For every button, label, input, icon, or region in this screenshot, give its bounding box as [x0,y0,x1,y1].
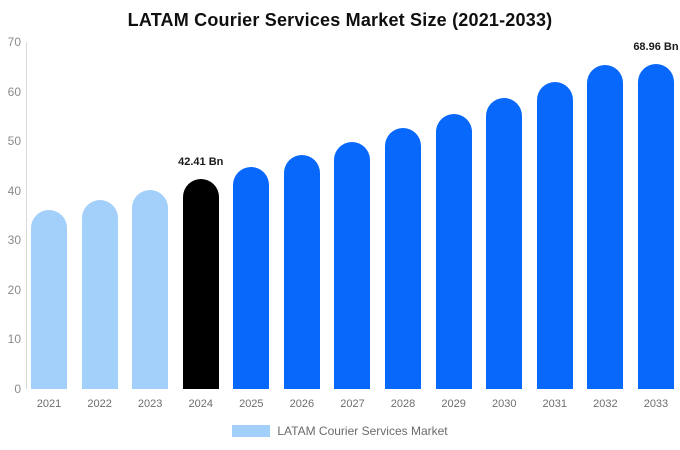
legend[interactable]: LATAM Courier Services Market [0,424,680,438]
x-tick-label-2033: 2033 [643,398,669,410]
x-tick-label-2021: 2021 [36,398,62,410]
plot-area: 0 10 20 30 40 50 60 70 2021 2022 2023 42.41 Bn 2024… [0,36,680,411]
legend-label: LATAM Courier Services Market [277,424,448,438]
x-tick-label-2026: 2026 [289,398,315,410]
bar-2031[interactable] [536,82,573,389]
bar-2029[interactable] [435,113,472,389]
x-tick-label-2031: 2031 [542,398,568,410]
bar-column-2033: 68.96 Bn 2033 [633,42,678,411]
bar-2027[interactable] [334,141,371,389]
x-tick-label-2023: 2023 [137,398,163,410]
bar-column-2021: 2021 [31,42,67,410]
bar-column-2026: 2026 [283,42,320,410]
x-tick-label-2022: 2022 [87,398,112,410]
bar-column-2032: 2032 [587,42,624,410]
y-tick-label: 20 [7,282,21,297]
bar-2030[interactable] [486,98,523,389]
y-tick-label: 60 [7,84,21,99]
bar-column-2025: 2025 [233,42,270,410]
chart-title: LATAM Courier Services Market Size (2021… [127,10,553,30]
y-tick-label: 40 [7,183,21,198]
bar-value-label-2024: 42.41 Bn [178,155,224,168]
bar-2021[interactable] [31,210,67,389]
bar-column-2031: 2031 [536,42,573,410]
x-tick-label-2024: 2024 [188,398,213,410]
bar-column-2022: 2022 [81,42,118,410]
bar-2022[interactable] [81,200,118,389]
x-tick-label-2028: 2028 [390,398,416,410]
y-tick-label: 0 [14,382,21,396]
bar-column-2028: 2028 [385,42,422,410]
bar-column-2027: 2027 [334,42,371,410]
bar-column-2024: 42.41 Bn 2024 [178,42,223,410]
bar-2026[interactable] [283,154,320,389]
y-tick-label: 10 [7,332,21,347]
bar-2025[interactable] [233,167,270,389]
bar-value-label-2033: 68.96 Bn [633,41,679,53]
legend-swatch [232,425,271,437]
x-tick-label-2027: 2027 [340,398,365,410]
x-tick-label-2030: 2030 [491,398,517,410]
bar-2033[interactable] [637,64,674,389]
bar-2032[interactable] [587,65,624,389]
x-tick-label-2029: 2029 [441,398,466,410]
y-tick-label: 50 [7,134,21,149]
x-tick-label-2032: 2032 [593,398,618,410]
bar-2023[interactable] [132,189,169,389]
bars-container: 2021 2022 2023 42.41 Bn 2024 2025 2026 2027 2028… [31,42,679,411]
y-tick-label: 30 [7,233,21,248]
bar-column-2023: 2023 [132,42,169,410]
y-axis-line [26,42,27,389]
bar-2024[interactable] [182,178,219,389]
bar-column-2029: 2029 [435,42,472,410]
x-tick-label-2025: 2025 [239,398,264,410]
bar-2028[interactable] [385,128,422,389]
bar-column-2030: 2030 [486,42,523,410]
y-tick-label: 70 [7,35,21,49]
